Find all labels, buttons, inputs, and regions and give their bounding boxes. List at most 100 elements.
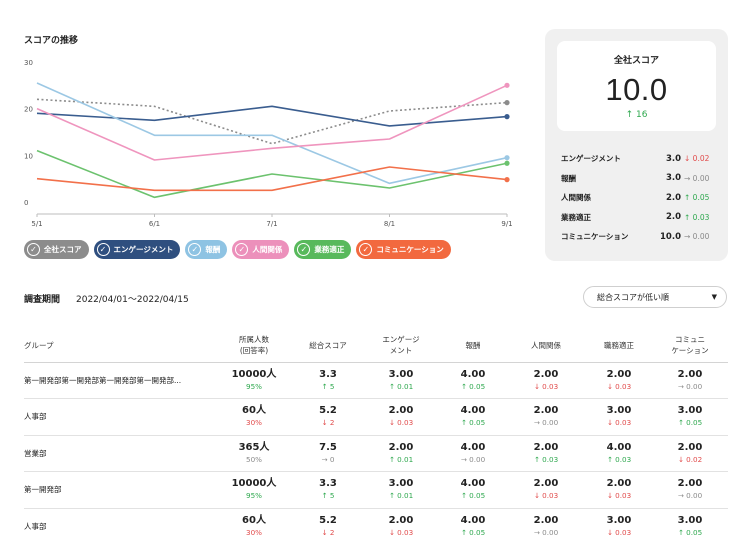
series-end-point-1 — [504, 114, 510, 120]
score-cell: 2.00 ↓ 0.02 — [652, 435, 728, 472]
score-value: 2.00 — [388, 441, 414, 453]
score-value: 7.5 — [319, 441, 337, 453]
table-row[interactable]: 人事部 60人 30% 5.2 ↓ 2 2.00 ↓ 0.03 4.00 ↑ 0.05 2.00 →… — [24, 398, 728, 436]
metric-name: 業務適正 — [561, 212, 591, 222]
score-delta: ↑ 0.03 — [533, 454, 559, 464]
members-cell: 10000人 95% — [214, 362, 294, 399]
y-tick-label: 30 — [24, 59, 33, 67]
members-cell: 365人 50% — [214, 435, 294, 472]
score-delta: ↑ 0.05 — [460, 418, 486, 428]
table-row[interactable]: 人事部 60人 30% 5.2 ↓ 2 2.00 ↓ 0.03 4.00 ↑ 0.05 2.00 →… — [24, 508, 728, 540]
score-cell: 4.00 ↑ 0.03 — [586, 435, 652, 472]
score-delta: → 0.00 — [677, 491, 703, 501]
score-delta: ↓ 0.03 — [388, 418, 414, 428]
score-value: 2.00 — [677, 441, 703, 453]
table-row[interactable]: 第一開発部 10000人 95% 3.3 ↑ 5 3.00 ↑ 0.01 4.00 ↑ 0.05… — [24, 471, 728, 509]
column-header[interactable]: 総合スコア — [294, 329, 362, 363]
score-cell: 5.2 ↓ 2 — [294, 508, 362, 540]
x-tick-label: 8/1 — [384, 220, 395, 228]
members-cell: 60人 30% — [214, 508, 294, 540]
sort-dropdown[interactable]: 総合スコアが低い順 ▼ — [583, 286, 727, 308]
score-value: 2.00 — [606, 478, 632, 490]
legend-chip-1[interactable]: ✓ エンゲージメント — [93, 240, 181, 259]
response-rate: 30% — [246, 527, 262, 537]
response-rate: 30% — [246, 418, 262, 428]
members-count: 60人 — [242, 405, 266, 417]
metric-name: 人間関係 — [561, 193, 591, 203]
score-cell: 4.00 ↑ 0.05 — [440, 398, 506, 436]
legend-chip-2[interactable]: ✓ 報酬 — [185, 240, 228, 259]
group-name-cell: 人事部 — [24, 398, 214, 436]
score-delta: ↑ 0.05 — [677, 527, 703, 537]
company-score-card: 全社スコア 10.0 ↑ 16 エンゲージメント 3.0 ↓ 0.02 報酬 3.0 → … — [545, 29, 728, 261]
score-value: 2.00 — [533, 368, 559, 380]
score-value: 3.3 — [319, 478, 337, 490]
metric-row: エンゲージメント 3.0 ↓ 0.02 — [561, 149, 717, 169]
score-value: 3.00 — [677, 405, 703, 417]
score-delta: ↑ 0.01 — [388, 454, 414, 464]
column-header[interactable]: 人間関係 — [506, 329, 586, 363]
table-row[interactable]: 第一開発部第一開発部第一開発部第一開発部... 10000人 95% 3.3 ↑ 5 3.… — [24, 362, 728, 399]
score-cell: 2.00 ↓ 0.03 — [506, 471, 586, 509]
metric-row: 人間関係 2.0 ↑ 0.05 — [561, 188, 717, 208]
score-cell: 2.00 ↑ 0.03 — [506, 435, 586, 472]
period-value: 2022/04/01〜2022/04/15 — [76, 295, 189, 305]
score-delta: → 0.00 — [677, 381, 703, 391]
legend-chip-3[interactable]: ✓ 人間関係 — [232, 240, 290, 259]
score-value: 4.00 — [460, 441, 486, 453]
score-value: 4.00 — [460, 368, 486, 380]
series-line-2 — [36, 82, 508, 185]
score-value: 2.00 — [533, 478, 559, 490]
y-tick-label: 0 — [24, 199, 28, 207]
column-header[interactable]: コミュニ ケーション — [652, 329, 728, 363]
score-cell: 4.00 ↑ 0.05 — [440, 362, 506, 399]
group-name-cell: 第一開発部 — [24, 471, 214, 509]
score-cell: 5.2 ↓ 2 — [294, 398, 362, 436]
score-delta: ↓ 0.03 — [533, 491, 559, 501]
score-value: 2.00 — [388, 514, 414, 526]
column-header[interactable]: 職務適正 — [586, 329, 652, 363]
column-header[interactable]: エンゲージ メント — [362, 329, 440, 363]
y-tick-label: 10 — [24, 152, 33, 160]
legend-chip-5[interactable]: ✓ コミュニケーション — [356, 240, 451, 259]
score-delta: → 0.00 — [533, 527, 559, 537]
score-value: 4.00 — [460, 514, 486, 526]
group-score-table: グループ 所属人数 (回答率) 総合スコア エンゲージ メント 報酬 人間関係 職務適正 コミュニ… — [24, 329, 728, 540]
metric-delta: ↑ 0.03 — [684, 212, 710, 222]
metric-name: エンゲージメント — [561, 154, 621, 164]
column-header[interactable]: 報酬 — [440, 329, 506, 363]
group-name-cell: 営業部 — [24, 435, 214, 472]
response-rate: 95% — [246, 491, 262, 501]
legend-chip-0[interactable]: ✓ 全社スコア — [24, 240, 89, 259]
series-line-4 — [36, 149, 508, 199]
legend-chip-4[interactable]: ✓ 業務適正 — [294, 240, 352, 259]
table-row[interactable]: 営業部 365人 50% 7.5 → 0 2.00 ↑ 0.01 4.00 → 0.00 2.00… — [24, 435, 728, 472]
metric-delta: → 0.00 — [684, 173, 710, 183]
metric-delta: → 0.00 — [684, 232, 710, 242]
sort-dropdown-label: 総合スコアが低い順 — [597, 292, 669, 302]
series-line-3 — [36, 84, 508, 161]
score-delta: ↓ 0.03 — [606, 527, 632, 537]
score-delta: ↓ 2 — [321, 418, 335, 428]
members-count: 10000人 — [231, 368, 277, 380]
score-cell: 3.00 ↑ 0.01 — [362, 362, 440, 399]
metric-value: 2.0 — [665, 192, 681, 203]
column-header[interactable]: 所属人数 (回答率) — [214, 329, 294, 363]
company-score-value: 10.0 — [605, 72, 668, 107]
score-value: 2.00 — [606, 368, 632, 380]
y-tick-label: 20 — [24, 106, 33, 114]
members-count: 10000人 — [231, 478, 277, 490]
score-cell: 2.00 → 0.00 — [506, 398, 586, 436]
score-cell: 2.00 ↓ 0.03 — [362, 398, 440, 436]
score-delta: ↑ 5 — [321, 381, 335, 391]
chevron-down-icon: ▼ — [711, 293, 717, 301]
score-delta: ↑ 0.01 — [388, 491, 414, 501]
series-end-point-0 — [504, 100, 510, 106]
score-delta: → 0.00 — [533, 418, 559, 428]
score-delta: ↓ 0.03 — [388, 527, 414, 537]
column-header[interactable]: グループ — [24, 329, 214, 363]
score-cell: 3.3 ↑ 5 — [294, 362, 362, 399]
series-line-0 — [36, 98, 508, 145]
score-value: 4.00 — [460, 478, 486, 490]
score-delta: ↓ 0.02 — [677, 454, 703, 464]
